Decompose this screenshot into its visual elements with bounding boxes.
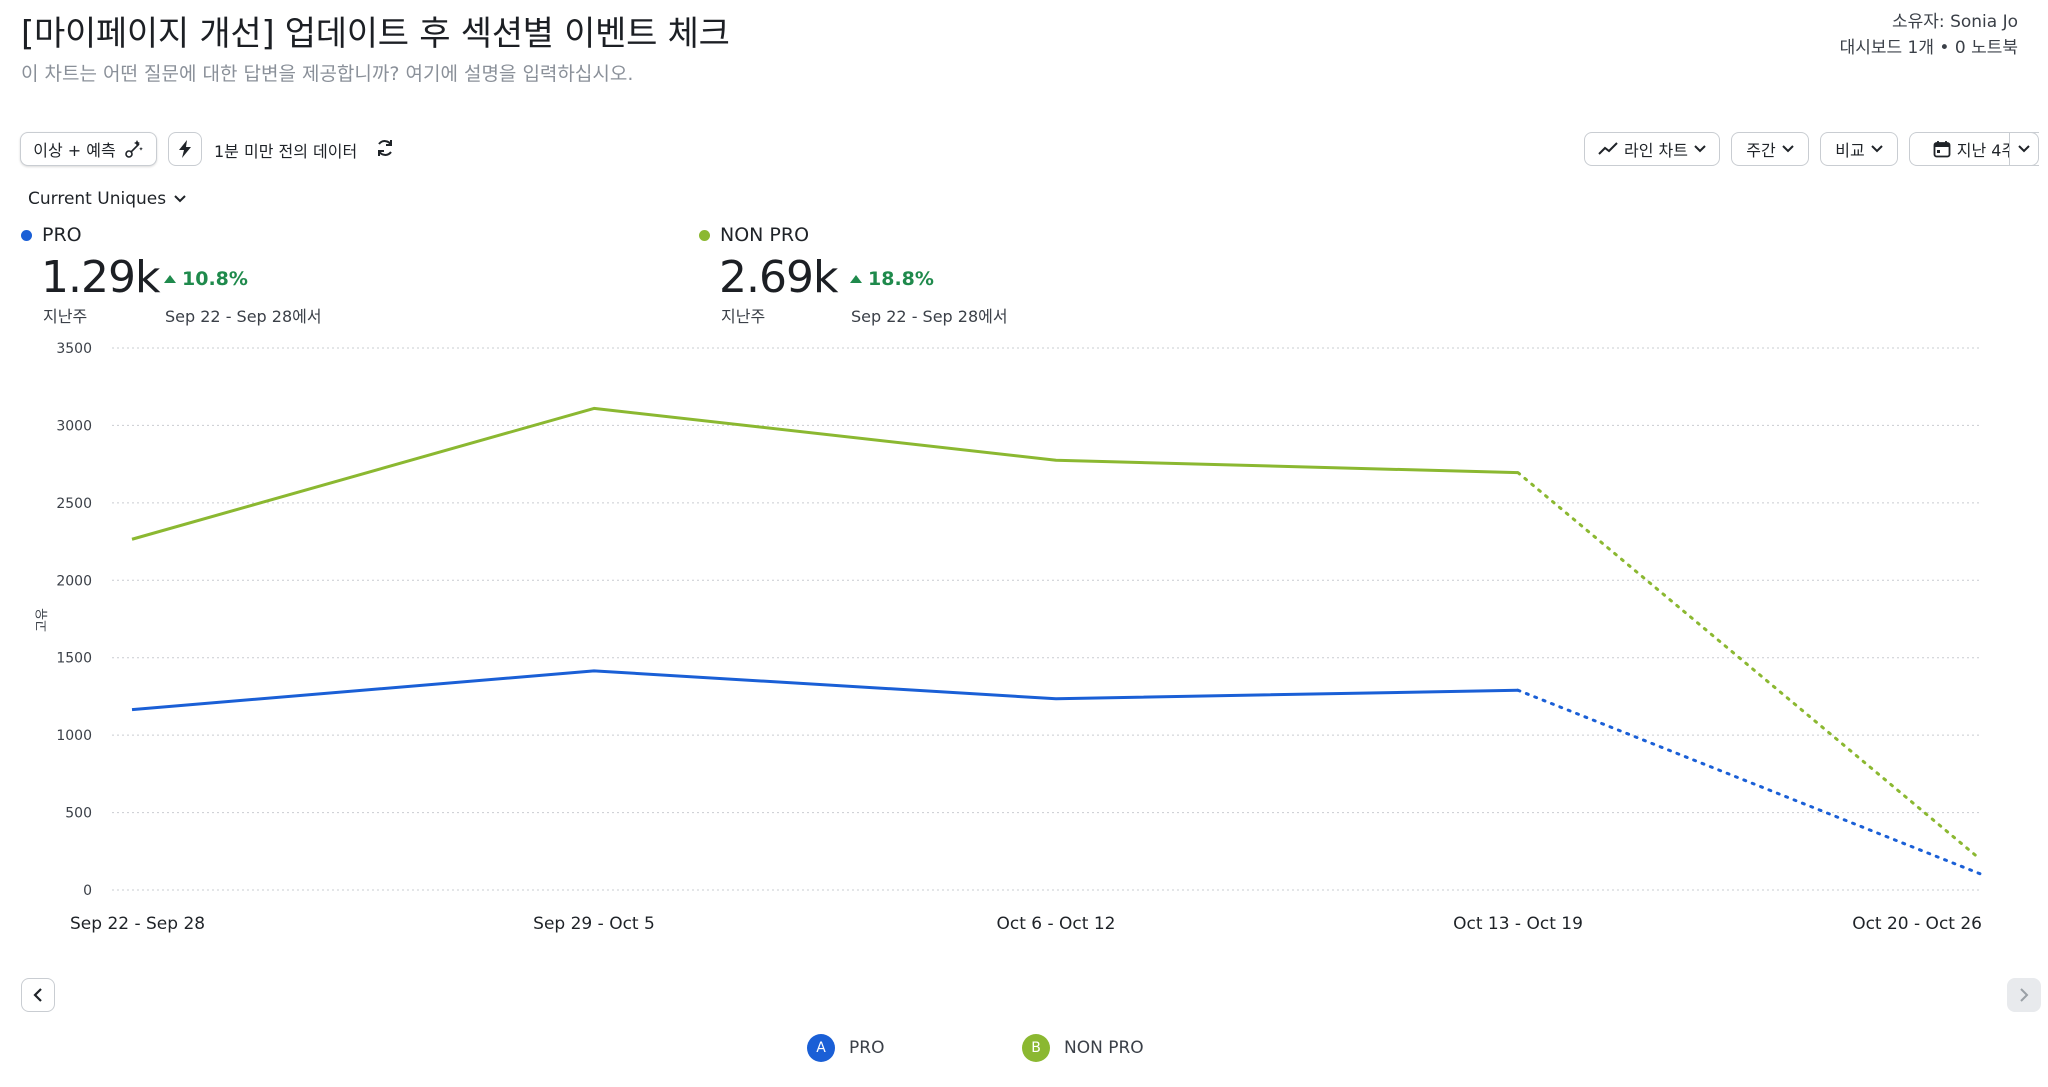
metric-dropdown[interactable]: Current Uniques: [28, 189, 186, 209]
series-color-dot: [21, 229, 32, 241]
summary-delta: 10.8%: [164, 268, 248, 290]
series-color-dot: [699, 229, 710, 241]
line-chart-icon: [1598, 142, 1618, 155]
chevron-down-icon: [174, 195, 186, 203]
y-tick-label: 1500: [56, 651, 92, 667]
data-freshness-text: 1분 미만 전의 데이터: [214, 142, 358, 161]
interval-dropdown[interactable]: 주간: [1731, 132, 1809, 166]
usage-meta[interactable]: 대시보드 1개 • 0 노트북: [1839, 38, 2018, 58]
summary-delta-value: 18.8%: [868, 268, 934, 290]
next-page-button[interactable]: [2007, 978, 2041, 1012]
y-tick-label: 3500: [56, 341, 92, 357]
metric-label: Current Uniques: [28, 189, 167, 209]
interval-label: 주간: [1746, 141, 1776, 160]
y-axis-label: 고유: [35, 608, 50, 632]
chevron-down-icon: [1694, 145, 1706, 153]
summary-delta-value: 10.8%: [182, 268, 248, 290]
lightning-bolt-button[interactable]: [168, 132, 202, 166]
summary-series-name: NON PRO: [720, 224, 810, 246]
page-description[interactable]: 이 차트는 어떤 질문에 대한 답변을 제공합니까? 여기에 설명을 입력하십시…: [21, 63, 634, 85]
x-tick-label: Sep 29 - Oct 5: [533, 914, 655, 934]
refresh-icon[interactable]: [373, 136, 397, 160]
chart-type-label: 라인 차트: [1624, 141, 1688, 160]
summary-period: 지난주: [721, 307, 766, 326]
prev-page-button[interactable]: [21, 978, 55, 1012]
chart-type-dropdown[interactable]: 라인 차트: [1584, 132, 1720, 166]
anomaly-forecast-button[interactable]: 이상 + 예측: [20, 132, 157, 166]
triangle-up-icon: [850, 275, 862, 283]
chart-grid: [112, 347, 1980, 891]
lightning-bolt-icon: [179, 140, 191, 158]
legend-badge: A: [807, 1034, 835, 1062]
chevron-down-icon: [2018, 145, 2030, 153]
summary-period: 지난주: [43, 307, 88, 326]
summary-delta-range: Sep 22 - Sep 28에서: [165, 307, 322, 326]
summary-value[interactable]: 2.69k: [719, 252, 838, 303]
y-tick-label: 1000: [56, 728, 92, 744]
magic-wand-icon: [124, 140, 143, 158]
legend-item-non-pro[interactable]: B NON PRO: [1022, 1034, 1144, 1062]
series-line-non-pro: [131, 406, 1519, 541]
y-tick-label: 2000: [56, 573, 92, 589]
summary-series-non-pro: NON PRO: [699, 224, 809, 246]
chevron-right-icon: [2020, 988, 2029, 1002]
y-axis-ticks: 0 500 1000 1500 2000 2500 3000 3500: [56, 341, 92, 899]
date-range-dropdown-toggle[interactable]: [2009, 132, 2039, 166]
x-tick-label: Sep 22 - Sep 28: [70, 914, 205, 934]
series-line-pro: [131, 669, 1519, 712]
chevron-left-icon: [33, 988, 42, 1002]
y-tick-label: 2500: [56, 496, 92, 512]
legend-item-pro[interactable]: A PRO: [807, 1034, 884, 1062]
anomaly-forecast-label: 이상 + 예측: [33, 141, 116, 160]
y-tick-label: 500: [65, 806, 92, 822]
legend-label: NON PRO: [1064, 1038, 1144, 1058]
chevron-down-icon: [1782, 145, 1794, 153]
chart-series: [131, 406, 1982, 876]
x-axis-ticks: Sep 22 - Sep 28 Sep 29 - Oct 5 Oct 6 - Oct…: [70, 914, 1982, 934]
compare-dropdown[interactable]: 비교: [1820, 132, 1898, 166]
triangle-up-icon: [164, 275, 176, 283]
summary-delta: 18.8%: [850, 268, 934, 290]
series-incomplete-pro: [1516, 688, 1982, 876]
x-tick-label: Oct 20 - Oct 26: [1852, 914, 1982, 934]
y-tick-label: 3000: [56, 418, 92, 434]
summary-delta-range: Sep 22 - Sep 28에서: [851, 307, 1008, 326]
summary-series-pro: PRO: [21, 224, 82, 246]
summary-value[interactable]: 1.29k: [41, 252, 160, 303]
y-tick-label: 0: [83, 883, 92, 899]
calendar-icon: [1933, 141, 1951, 158]
series-incomplete-non-pro: [1516, 471, 1982, 861]
page-title[interactable]: [마이페이지 개선] 업데이트 후 섹션별 이벤트 체크: [21, 14, 730, 54]
x-tick-label: Oct 6 - Oct 12: [997, 914, 1116, 934]
summary-series-name: PRO: [42, 224, 82, 246]
date-range-label: 지난 4주: [1956, 141, 2017, 160]
legend-label: PRO: [849, 1038, 885, 1058]
compare-label: 비교: [1835, 141, 1865, 160]
chevron-down-icon: [1871, 145, 1883, 153]
x-tick-label: Oct 13 - Oct 19: [1453, 914, 1583, 934]
owner-label: 소유자: Sonia Jo: [1892, 12, 2018, 32]
legend-badge: B: [1022, 1034, 1050, 1062]
